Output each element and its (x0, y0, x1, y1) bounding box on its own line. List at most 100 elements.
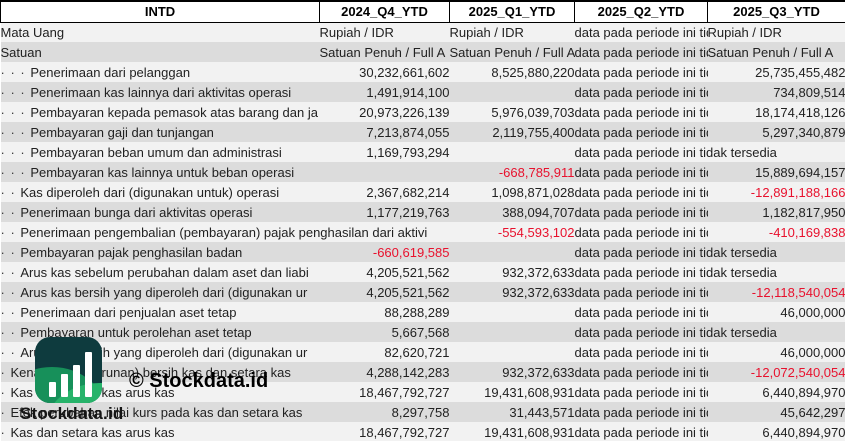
value-cell: 4,205,521,562 (319, 282, 450, 302)
value-cell: 31,443,571 (449, 402, 575, 422)
value-cell: 1,098,871,028 (449, 182, 575, 202)
copyright-watermark: © Stockdata.id (129, 370, 269, 392)
row-label-text: Pembayaran gaji dan tunjangan (30, 124, 214, 140)
table-row: · · Kas diperoleh dari (digunakan untuk)… (0, 182, 845, 202)
empty-cell (319, 162, 450, 182)
empty-cell (449, 242, 575, 262)
table-row: · · Penerimaan bunga dari aktivitas oper… (0, 202, 845, 222)
value-cell: 388,094,707 (449, 202, 575, 222)
not-available-cell: data pada periode ini tidak tersedia (574, 322, 845, 342)
row-label: · · · Penerimaan dari pelanggan (0, 62, 320, 82)
value-cell: 82,620,721 (319, 342, 450, 362)
negative-value-cell: -410,169,838 (707, 222, 845, 242)
table-row: Mata Uang Rupiah / IDR Rupiah / IDR data pa… (0, 22, 845, 42)
text-cell: Rupiah / IDR (319, 22, 450, 42)
row-label: · · Penerimaan bunga dari aktivitas oper… (0, 202, 320, 222)
row-label-text: Penerimaan bunga dari aktivitas operasi (20, 204, 253, 220)
text-cell: Satuan Penuh / Full A (319, 42, 450, 62)
value-cell: 932,372,633 (449, 362, 575, 382)
indent-dots: · · (0, 224, 21, 240)
value-cell: 734,809,514 (707, 82, 845, 102)
row-label-text: Penerimaan kas lainnya dari aktivitas op… (30, 84, 292, 100)
not-available-cell: data pada periode ini tidak tersedia (574, 22, 708, 42)
indent-dots: · (0, 404, 11, 420)
bar-chart-icon (49, 352, 92, 397)
value-cell: 6,440,894,970 (707, 382, 845, 402)
negative-value-cell: -12,072,540,054 (707, 362, 845, 382)
not-available-cell: data pada periode ini tidak tersedia (574, 102, 708, 122)
stockdata-brand-text: Stockdata.id (20, 404, 124, 423)
text-cell: Rupiah / IDR (707, 22, 845, 42)
row-label-text: Pembayaran kepada pemasok atas barang da… (30, 104, 318, 120)
not-available-cell: data pada periode ini tidak tersedia (574, 182, 708, 202)
empty-cell (449, 302, 575, 322)
header-row: INTD 2024_Q4_YTD 2025_Q1_YTD 2025_Q2_YTD 202… (0, 0, 845, 23)
indent-dots: · · (0, 284, 21, 300)
column-header: 2024_Q4_YTD (319, 0, 450, 23)
row-label-text: Penerimaan dari penjualan aset tetap (20, 304, 237, 320)
value-cell: 1,177,219,763 (319, 202, 450, 222)
value-cell: 46,000,000 (707, 342, 845, 362)
row-label: · · · Pembayaran beban umum dan administ… (0, 142, 320, 162)
row-label: · Efek perubahan nilai kurs pada kas dan… (0, 402, 320, 422)
indent-dots: · · (0, 304, 21, 320)
value-cell: 4,288,142,283 (319, 362, 450, 382)
negative-value-cell: -660,619,585 (319, 242, 450, 262)
row-label-text: Efek perubahan nilai kurs pada kas dan s… (10, 404, 303, 420)
indent-dots: · · · (0, 64, 31, 80)
value-cell: 18,174,418,126 (707, 102, 845, 122)
negative-value-cell: -554,593,102 (449, 222, 575, 242)
indent-dots: · · (0, 244, 21, 260)
value-cell: 932,372,633 (449, 262, 575, 282)
not-available-cell: data pada periode ini tidak tersedia (574, 422, 708, 441)
table-row: · Kenaikan (penurunan) bersih kas dan se… (0, 362, 845, 382)
row-label: · · Arus kas bersih yang diperoleh dari … (0, 282, 320, 302)
value-cell: 1,491,914,100 (319, 82, 450, 102)
row-label: Mata Uang (0, 22, 320, 42)
empty-cell (449, 82, 575, 102)
value-cell: 1,169,793,294 (319, 142, 450, 162)
value-cell: 8,525,880,220 (449, 62, 575, 82)
not-available-cell: data pada periode ini tidak tersedia (574, 362, 708, 382)
text-cell: Satuan Penuh / Full A (449, 42, 575, 62)
row-label-text: Pembayaran kas lainnya untuk beban opera… (30, 164, 295, 180)
not-available-cell: data pada periode ini tidak tersedia (574, 342, 708, 362)
not-available-cell: data pada periode ini tidak tersedia (574, 402, 708, 422)
indent-dots: · · (0, 344, 21, 360)
not-available-cell: data pada periode ini tidak tersedia (574, 302, 708, 322)
indent-dots: · · · (0, 144, 31, 160)
column-header: 2025_Q1_YTD (449, 0, 575, 23)
column-header: 2025_Q2_YTD (574, 0, 708, 23)
row-label: · · · Penerimaan kas lainnya dari aktivi… (0, 82, 320, 102)
value-cell: 20,973,226,139 (319, 102, 450, 122)
row-label-text: Pembayaran beban umum dan administrasi (30, 144, 282, 160)
table-row: · · · Pembayaran kepada pemasok atas bar… (0, 102, 845, 122)
table-row: · · · Pembayaran beban umum dan administ… (0, 142, 845, 162)
not-available-cell: data pada periode ini tidak tersedia (574, 42, 708, 62)
indent-dots: · (0, 364, 11, 380)
indent-dots: · · · (0, 124, 31, 140)
table-row: · · Arus kas bersih yang diperoleh dari … (0, 282, 845, 302)
empty-cell (449, 142, 575, 162)
not-available-cell: data pada periode ini tidak tersedia (574, 122, 708, 142)
value-cell: 4,205,521,562 (319, 262, 450, 282)
table-row: · · Pembayaran pajak penghasilan badan -6… (0, 242, 845, 262)
column-header: 2025_Q3_YTD (707, 0, 845, 23)
negative-value-cell: -12,891,188,166 (707, 182, 845, 202)
empty-cell (449, 322, 575, 342)
not-available-cell: data pada periode ini tidak tersedia (574, 202, 708, 222)
row-label-text: Penerimaan dari pelanggan (30, 64, 191, 80)
column-header: INTD (0, 0, 320, 23)
row-label: · Kas dan setara kas arus kas (0, 422, 320, 441)
row-label-text: Penerimaan pengembalian (pembayaran) paj… (20, 224, 428, 240)
empty-cell (449, 342, 575, 362)
indent-dots: · (0, 424, 11, 440)
negative-value-cell: -668,785,911 (449, 162, 575, 182)
table-row: Satuan Satuan Penuh / Full A Satuan Penuh … (0, 42, 845, 62)
value-cell: 45,642,297 (707, 402, 845, 422)
row-label: · · · Pembayaran gaji dan tunjangan (0, 122, 320, 142)
not-available-cell: data pada periode ini tidak tersedia (574, 222, 708, 242)
row-label-text: Kas dan setara kas arus kas (10, 424, 175, 440)
row-label: · · Pembayaran pajak penghasilan badan (0, 242, 320, 262)
